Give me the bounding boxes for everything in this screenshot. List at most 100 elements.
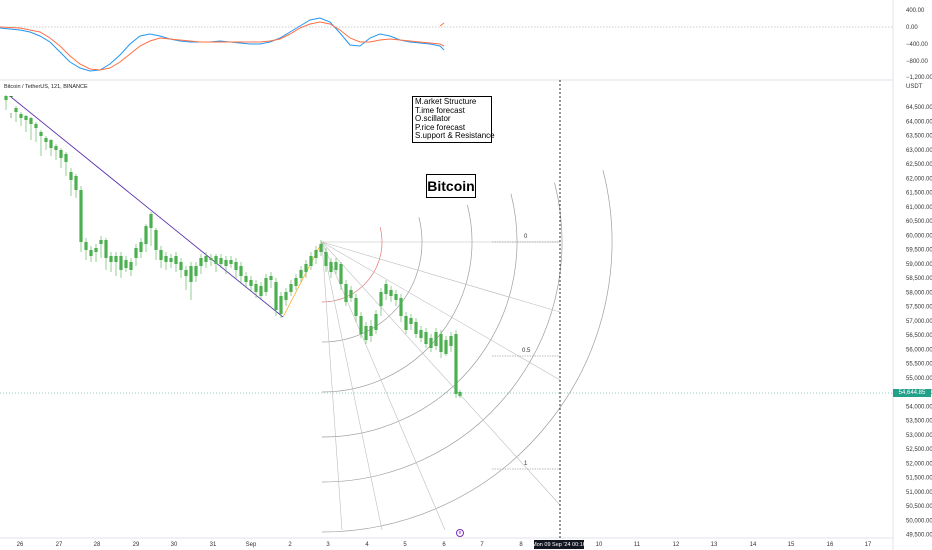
- candle-body: [19, 114, 23, 118]
- candle-body: [409, 318, 413, 324]
- candle-body: [314, 250, 318, 258]
- crosshair-date-tag: Mon 09 Sep '24 00:16: [532, 540, 586, 549]
- date-tick-label: 26: [17, 542, 24, 548]
- symbol-title[interactable]: Bitcoin / TetherUS, 121, BINANCE: [4, 84, 88, 90]
- bitcoin-label[interactable]: Bitcoin: [426, 174, 476, 198]
- currency-label[interactable]: USDT: [906, 84, 923, 90]
- candle-body: [329, 262, 333, 272]
- current-price-tag: 54,644.85: [893, 389, 931, 397]
- fib-arc: [321, 193, 518, 438]
- date-tick-label: 11: [634, 542, 641, 548]
- price-tick-label: 51,500.00: [906, 476, 932, 482]
- event-icon[interactable]: e: [456, 529, 464, 537]
- fib-fan-line: [321, 241, 561, 313]
- candle-body: [64, 154, 68, 162]
- candle-body: [324, 252, 328, 266]
- candle-body: [299, 270, 303, 278]
- candle-body: [284, 292, 288, 300]
- candle-body: [24, 116, 28, 120]
- oscillator-tick-label: 400.00: [906, 8, 925, 14]
- fib-fan-lines: [321, 241, 561, 531]
- fib-fan-line: [321, 241, 561, 381]
- price-tick-label: 50,500.00: [906, 504, 932, 510]
- price-tick-label: 59,500.00: [906, 248, 932, 254]
- oscillator-axis[interactable]: 400.00 0.00 −400.00 −800.00 −1,200.00: [906, 8, 932, 81]
- candle-body: [239, 266, 243, 276]
- trend-line[interactable]: [10, 96, 284, 318]
- candle-body: [184, 270, 188, 276]
- candle-body: [244, 276, 248, 282]
- candle-body: [189, 266, 193, 282]
- candle-body: [369, 326, 373, 336]
- macd-line: [0, 17, 445, 72]
- candle-body: [294, 278, 298, 286]
- candle-body: [49, 140, 53, 148]
- candle-body: [394, 294, 398, 300]
- candle-body: [444, 340, 448, 354]
- candle-body: [119, 256, 123, 270]
- candlestick-series[interactable]: [4, 95, 462, 398]
- price-tick-label: 63,000.00: [906, 148, 932, 154]
- candle-body: [399, 298, 403, 316]
- price-tick-label: 55,000.00: [906, 376, 932, 382]
- price-tick-label: 53,000.00: [906, 433, 932, 439]
- oscillator-tick-label: −800.00: [906, 59, 929, 65]
- fib-arc: [321, 227, 383, 303]
- candle-body: [364, 326, 368, 340]
- price-axis[interactable]: 64,500.00 64,000.00 63,500.00 63,000.00 62,5…: [906, 105, 932, 539]
- date-tick-label: 29: [133, 542, 140, 548]
- candle-body: [279, 296, 283, 314]
- candle-body: [404, 316, 408, 330]
- candle-body: [449, 336, 453, 346]
- candle-body: [74, 176, 78, 190]
- candle-body: [419, 330, 423, 338]
- price-tick-label: 60,000.00: [906, 233, 932, 239]
- candle-body: [149, 214, 153, 228]
- date-tick-label: 2: [288, 542, 292, 548]
- candle-body: [224, 260, 228, 266]
- price-tick-label: 52,500.00: [906, 447, 932, 453]
- candle-body: [134, 248, 138, 258]
- candle-body: [454, 334, 458, 394]
- price-tick-label: 61,500.00: [906, 191, 932, 197]
- candle-body: [164, 256, 168, 262]
- candle-body: [79, 190, 83, 242]
- price-tick-label: 61,000.00: [906, 205, 932, 211]
- date-tick-label: 10: [596, 542, 603, 548]
- date-tick-label: 17: [865, 542, 872, 548]
- candle-body: [269, 276, 273, 280]
- candle-body: [274, 282, 278, 310]
- date-tick-label: Sep: [246, 542, 257, 548]
- price-tick-label: 56,500.00: [906, 333, 932, 339]
- fib-level-1-label: 1: [524, 461, 528, 467]
- price-tick-label: 49,500.00: [906, 533, 932, 539]
- candle-body: [254, 284, 258, 292]
- candle-body: [154, 230, 158, 250]
- candle-body: [124, 260, 128, 268]
- date-tick-label: 6: [442, 542, 446, 548]
- candle-body: [99, 240, 103, 244]
- mtops-note[interactable]: M.arket Structure T.ime forecast O.scill…: [412, 96, 495, 143]
- price-tick-label: 63,500.00: [906, 134, 932, 140]
- oscillator-tick-label: −400.00: [906, 42, 929, 48]
- note-line-time-forecast: T.ime forecast: [415, 105, 465, 115]
- price-tick-label: 53,500.00: [906, 419, 932, 425]
- fib-fan-line: [321, 241, 446, 531]
- candle-body: [289, 284, 293, 292]
- fib-level-05-label: 0.5: [522, 348, 531, 354]
- fib-arc: [321, 170, 613, 533]
- candle-body: [29, 118, 33, 124]
- candle-body: [384, 284, 388, 294]
- price-tick-label: 64,000.00: [906, 119, 932, 125]
- date-tick-label: 12: [673, 542, 680, 548]
- candle-body: [44, 138, 48, 142]
- date-tick-label: 14: [750, 542, 757, 548]
- price-tick-label: 50,000.00: [906, 518, 932, 524]
- note-line-market-structure: M.arket Structure: [415, 97, 477, 106]
- date-axis[interactable]: 26 27 28 29 30 31 Sep 2 3 4 5 6 7 8 10 11 12 13 14 15 16 17: [17, 542, 872, 548]
- signal-line-tail: [439, 22, 445, 27]
- date-tick-label: 16: [827, 542, 834, 548]
- price-tick-label: 51,000.00: [906, 490, 932, 496]
- candle-body: [139, 242, 143, 252]
